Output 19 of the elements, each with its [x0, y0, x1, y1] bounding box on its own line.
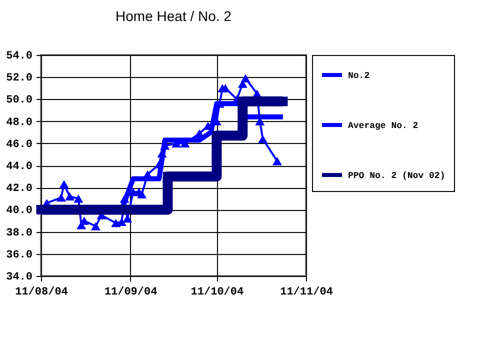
y-tick-label: 38.0 [6, 227, 32, 240]
chart-title: Home Heat / No. 2 [116, 8, 232, 24]
y-tick-label: 48.0 [6, 116, 32, 129]
y-tick-label: 50.0 [6, 94, 32, 107]
x-tick-label: 11/10/04 [190, 286, 244, 298]
legend-label: No.2 [348, 71, 370, 81]
y-tick-label: 46.0 [6, 138, 32, 151]
y-tick-label: 40.0 [6, 205, 32, 218]
y-tick-label: 44.0 [6, 161, 32, 173]
x-tick-label: 11/09/04 [104, 286, 158, 298]
y-tick-label: 36.0 [6, 249, 32, 262]
legend-label: PPO No. 2 (Nov 02) [348, 171, 446, 181]
x-tick-label: 11/08/04 [15, 286, 68, 298]
x-tick-label: 11/11/04 [280, 286, 334, 298]
y-tick-label: 34.0 [6, 272, 32, 284]
legend-label: Average No. 2 [348, 121, 418, 131]
y-tick-label: 42.0 [6, 183, 32, 196]
y-tick-label: 52.0 [6, 72, 32, 85]
y-tick-label: 54.0 [6, 50, 32, 62]
